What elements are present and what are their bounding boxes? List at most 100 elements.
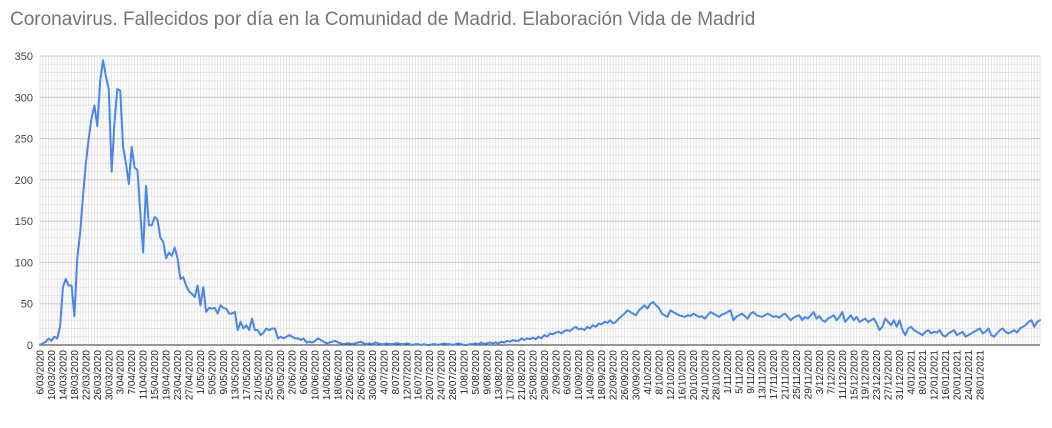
x-tick-label: 17/08/2020 xyxy=(505,350,516,400)
x-tick-label: 26/06/2020 xyxy=(356,350,367,400)
x-tick-label: 30/03/2020 xyxy=(104,350,115,400)
y-axis: 0 50 100 150 200 250 300 350 xyxy=(15,51,33,352)
x-tick-label: 20/01/2021 xyxy=(952,350,963,400)
series-line xyxy=(39,59,1041,346)
x-tick-label: 5/08/2020 xyxy=(471,350,482,395)
x-tick-label: 19/04/2020 xyxy=(162,350,173,400)
y-tick-label: 150 xyxy=(15,216,33,228)
x-tick-label: 8/07/2020 xyxy=(391,350,402,395)
x-tick-label: 30/09/2020 xyxy=(631,350,642,400)
x-tick-label: 10/09/2020 xyxy=(574,350,585,400)
x-tick-label: 21/05/2020 xyxy=(253,350,264,400)
x-tick-label: 23/12/2020 xyxy=(872,350,883,400)
x-tick-label: 24/07/2020 xyxy=(437,350,448,400)
x-tick-label: 29/11/2020 xyxy=(803,350,814,400)
x-tick-label: 2/09/2020 xyxy=(551,350,562,395)
x-tick-label: 14/03/2020 xyxy=(58,350,69,400)
x-tick-label: 1/11/2020 xyxy=(723,350,734,394)
y-tick-label: 0 xyxy=(27,340,33,352)
x-tick-label: 25/05/2020 xyxy=(265,350,276,400)
x-tick-label: 8/01/2021 xyxy=(918,350,929,395)
x-tick-label: 13/11/2020 xyxy=(758,350,769,400)
y-tick-label: 300 xyxy=(15,92,33,104)
x-tick-label: 12/10/2020 xyxy=(666,350,677,400)
x-tick-label: 18/06/2020 xyxy=(333,350,344,400)
x-tick-label: 27/12/2020 xyxy=(884,350,895,400)
x-tick-label: 4/01/2021 xyxy=(907,350,918,395)
y-tick-label: 100 xyxy=(15,257,33,269)
x-tick-label: 25/08/2020 xyxy=(528,350,539,400)
x-tick-label: 16/10/2020 xyxy=(677,350,688,400)
y-tick-label: 50 xyxy=(21,299,33,311)
x-tick-label: 12/07/2020 xyxy=(402,350,413,400)
y-tick-label: 350 xyxy=(15,51,33,63)
x-tick-label: 21/08/2020 xyxy=(517,350,528,400)
x-tick-label: 19/12/2020 xyxy=(861,350,872,400)
x-tick-label: 8/10/2020 xyxy=(654,350,665,395)
x-tick-label: 6/09/2020 xyxy=(563,350,574,395)
x-tick-label: 24/01/2021 xyxy=(964,350,975,400)
x-axis: 6/03/2020 10/03/2020 14/03/2020 18/03/2020 2… xyxy=(36,350,987,400)
x-tick-label: 4/10/2020 xyxy=(643,350,654,395)
x-tick-label: 23/04/2020 xyxy=(173,350,184,400)
grid-major xyxy=(40,55,1040,346)
x-tick-label: 28/07/2020 xyxy=(448,350,459,400)
x-tick-label: 22/09/2020 xyxy=(609,350,620,400)
x-tick-label: 1/08/2020 xyxy=(460,350,471,395)
chart-title: Coronavirus. Fallecidos por día en la Co… xyxy=(10,9,756,30)
x-tick-label: 4/07/2020 xyxy=(379,350,390,395)
y-tick-label: 200 xyxy=(15,175,33,187)
x-tick-label: 20/07/2020 xyxy=(425,350,436,400)
x-tick-label: 28/10/2020 xyxy=(712,350,723,400)
x-tick-label: 2/06/2020 xyxy=(288,350,299,395)
x-tick-label: 1/05/2020 xyxy=(196,350,207,395)
x-tick-label: 22/06/2020 xyxy=(345,350,356,400)
x-tick-label: 5/05/2020 xyxy=(207,350,218,395)
x-tick-label: 14/06/2020 xyxy=(322,350,333,400)
x-tick-label: 18/03/2020 xyxy=(70,350,81,400)
x-tick-label: 13/05/2020 xyxy=(230,350,241,400)
x-tick-label: 16/07/2020 xyxy=(414,350,425,400)
x-tick-label: 17/11/2020 xyxy=(769,350,780,400)
x-tick-label: 26/09/2020 xyxy=(620,350,631,400)
x-tick-label: 9/11/2020 xyxy=(746,350,757,394)
x-tick-label: 7/04/2020 xyxy=(127,350,138,395)
x-tick-label: 18/09/2020 xyxy=(597,350,608,400)
x-tick-label: 6/06/2020 xyxy=(299,350,310,395)
x-tick-label: 28/01/2021 xyxy=(975,350,986,400)
x-tick-label: 9/05/2020 xyxy=(219,350,230,395)
x-tick-label: 3/04/2020 xyxy=(116,350,127,395)
x-tick-label: 14/09/2020 xyxy=(586,350,597,400)
x-tick-label: 5/11/2020 xyxy=(735,350,746,394)
x-tick-label: 26/03/2020 xyxy=(93,350,104,400)
x-tick-label: 25/11/2020 xyxy=(792,350,803,400)
x-tick-label: 10/03/2020 xyxy=(47,350,58,400)
x-tick-label: 24/10/2020 xyxy=(700,350,711,400)
x-tick-label: 3/12/2020 xyxy=(815,350,826,395)
grid-minor-lines xyxy=(39,55,1041,346)
x-tick-label: 30/06/2020 xyxy=(368,350,379,400)
x-tick-label: 11/12/2020 xyxy=(838,350,849,400)
x-tick-label: 22/03/2020 xyxy=(81,350,92,400)
x-tick-label: 6/03/2020 xyxy=(36,350,47,395)
x-tick-label: 15/12/2020 xyxy=(849,350,860,400)
x-tick-label: 29/05/2020 xyxy=(276,350,287,400)
x-tick-label: 12/01/2021 xyxy=(929,350,940,400)
x-tick-label: 15/04/2020 xyxy=(150,350,161,400)
x-tick-label: 31/12/2020 xyxy=(895,350,906,400)
x-tick-label: 29/08/2020 xyxy=(540,350,551,400)
x-tick-label: 7/12/2020 xyxy=(826,350,837,395)
grid-minor xyxy=(39,55,1041,346)
x-tick-label: 21/11/2020 xyxy=(780,350,791,400)
x-tick-label: 9/08/2020 xyxy=(482,350,493,395)
x-tick-label: 10/06/2020 xyxy=(311,350,322,400)
x-tick-label: 13/08/2020 xyxy=(494,350,505,400)
x-tick-label: 20/10/2020 xyxy=(689,350,700,400)
y-tick-label: 250 xyxy=(15,134,33,146)
x-tick-label: 16/01/2021 xyxy=(941,350,952,400)
x-tick-label: 17/05/2020 xyxy=(242,350,253,400)
x-tick-label: 11/04/2020 xyxy=(139,350,150,400)
series-layer xyxy=(39,59,1041,346)
x-tick-label: 27/04/2020 xyxy=(185,350,196,400)
